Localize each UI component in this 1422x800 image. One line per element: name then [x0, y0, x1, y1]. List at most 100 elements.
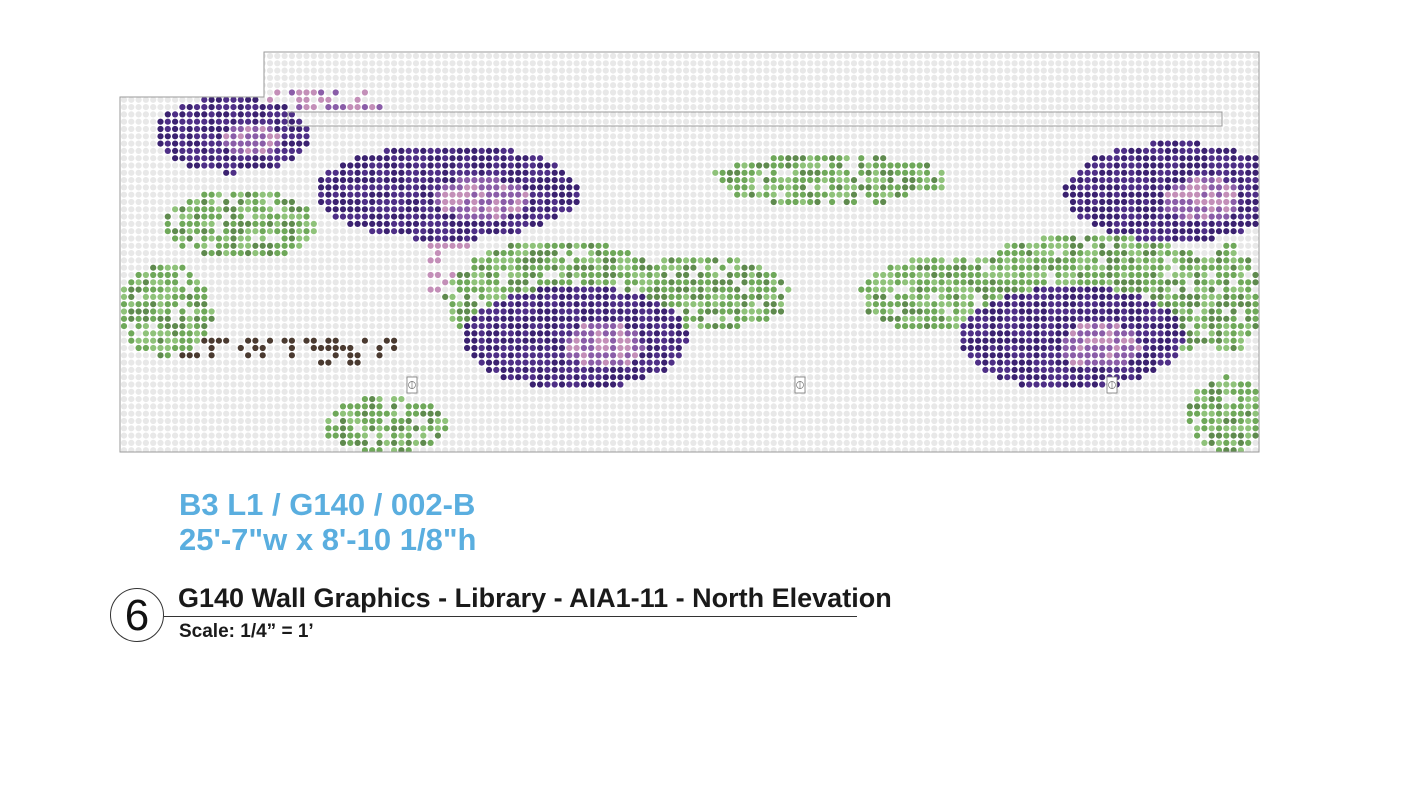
- mural-dot: [1077, 60, 1084, 67]
- mural-dot: [989, 250, 996, 257]
- mural-dot: [215, 147, 222, 154]
- mural-dot: [821, 257, 828, 264]
- mural-dot: [1194, 118, 1201, 125]
- mural-dot: [770, 52, 777, 60]
- mural-dot: [719, 220, 726, 227]
- mural-dot: [902, 111, 909, 118]
- mural-dot: [902, 155, 909, 162]
- mural-dot: [201, 104, 208, 111]
- mural-dot: [164, 74, 171, 81]
- mural-dot: [617, 67, 624, 74]
- mural-dot: [361, 67, 368, 74]
- mural-dot: [172, 52, 179, 60]
- mural-dot: [1223, 96, 1230, 103]
- mural-dot: [1201, 67, 1208, 74]
- mural-dot: [902, 279, 909, 286]
- mural-dot: [763, 133, 770, 140]
- mural-dot: [456, 60, 463, 67]
- mural-dot: [880, 96, 887, 103]
- mural-dot: [763, 104, 770, 111]
- mural-dot: [880, 191, 887, 198]
- mural-dot: [383, 169, 390, 176]
- mural-dot: [522, 82, 529, 89]
- mural-dot: [142, 133, 149, 140]
- mural-dot: [245, 220, 252, 227]
- mural-dot: [281, 96, 288, 103]
- mural-dot: [150, 242, 157, 249]
- mural-dot: [201, 125, 208, 133]
- mural-dot: [259, 271, 266, 279]
- mural-dot: [741, 191, 748, 198]
- mural-dot: [1230, 169, 1237, 176]
- mural-dot: [179, 60, 186, 67]
- mural-dot: [653, 125, 661, 133]
- mural-dot: [909, 118, 916, 125]
- mural-dot: [507, 140, 514, 147]
- mural-dot: [318, 279, 325, 286]
- mural-dot: [201, 228, 208, 235]
- mural-dot: [515, 198, 522, 206]
- mural-dot: [179, 125, 186, 133]
- mural-dot: [1055, 111, 1062, 118]
- mural-dot: [1201, 89, 1208, 96]
- mural-dot: [500, 52, 507, 60]
- mural-dot: [617, 264, 624, 271]
- mural-dot: [923, 133, 931, 140]
- mural-dot: [1084, 147, 1091, 154]
- mural-dot: [1026, 111, 1033, 118]
- mural-dot: [602, 279, 609, 286]
- mural-dot: [507, 177, 514, 184]
- mural-dot: [515, 184, 522, 191]
- mural-dot: [982, 169, 989, 176]
- mural-dot: [427, 220, 434, 227]
- mural-dot: [1099, 250, 1106, 257]
- mural-dot: [945, 125, 953, 133]
- mural-dot: [1077, 250, 1084, 257]
- mural-dot: [595, 155, 602, 162]
- mural-dot: [1077, 162, 1084, 169]
- mural-dot: [836, 279, 843, 286]
- mural-dot: [215, 213, 222, 220]
- mural-dot: [1077, 213, 1084, 220]
- mural-dot: [777, 235, 785, 242]
- mural-dot: [383, 198, 390, 206]
- mural-dot: [953, 177, 960, 184]
- mural-dot: [712, 104, 719, 111]
- mural-dot: [1026, 213, 1033, 220]
- mural-dot: [639, 279, 646, 286]
- mural-dot: [1128, 250, 1135, 257]
- mural-dot: [296, 82, 303, 89]
- mural-dot: [580, 228, 588, 235]
- mural-dot: [1077, 198, 1084, 206]
- mural-dot: [537, 206, 544, 213]
- mural-dot: [902, 228, 909, 235]
- mural-dot: [551, 213, 558, 220]
- mural-dot: [1164, 96, 1171, 103]
- mural-dot: [266, 140, 274, 147]
- mural-dot: [515, 140, 522, 147]
- mural-dot: [624, 271, 631, 279]
- mural-dot: [734, 89, 741, 96]
- mural-dot: [288, 125, 295, 133]
- mural-dot: [631, 220, 639, 227]
- mural-dot: [902, 271, 909, 279]
- mural-dot: [858, 264, 865, 271]
- mural-dot: [646, 242, 653, 249]
- mural-dot: [909, 147, 916, 154]
- mural-dot: [989, 133, 996, 140]
- mural-dot: [756, 133, 763, 140]
- mural-dot: [624, 279, 631, 286]
- mural-dot: [580, 264, 588, 271]
- mural-dot: [1040, 162, 1047, 169]
- mural-dot: [1172, 213, 1179, 220]
- mural-dot: [427, 155, 434, 162]
- mural-dot: [128, 250, 135, 257]
- mural-dot: [872, 82, 880, 89]
- mural-dot: [1157, 250, 1164, 257]
- mural-dot: [1018, 191, 1025, 198]
- mural-dot: [1033, 177, 1040, 184]
- mural-dot: [697, 184, 704, 191]
- mural-dot: [1040, 60, 1047, 67]
- mural-dot: [493, 242, 500, 249]
- mural-dot: [1018, 82, 1025, 89]
